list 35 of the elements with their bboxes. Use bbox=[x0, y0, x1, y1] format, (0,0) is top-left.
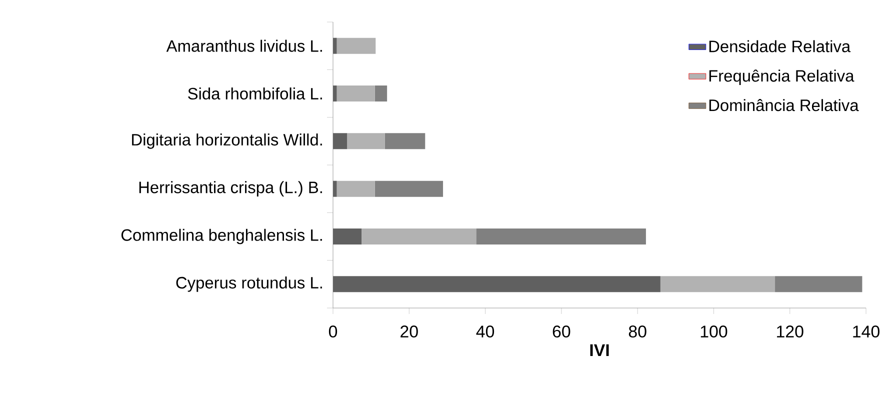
x-tick-label: 80 bbox=[628, 326, 646, 338]
y-tick-label: Sida rhombifolia L. bbox=[188, 87, 322, 100]
x-tick-label: 60 bbox=[552, 326, 570, 338]
bar bbox=[374, 180, 444, 197]
y-tick-label: Digitaria horizontalis Willd. bbox=[132, 134, 322, 149]
legend-label: Frequência Relativa bbox=[709, 70, 854, 85]
bar bbox=[333, 38, 337, 54]
x-tick-label: 0 bbox=[328, 326, 338, 338]
x-tick-label: 120 bbox=[777, 326, 804, 338]
x-tick-label: 140 bbox=[853, 326, 880, 338]
bar bbox=[333, 133, 348, 150]
y-tick-label: Cyperus rotundus L. bbox=[176, 276, 322, 292]
bar bbox=[333, 180, 337, 197]
bar bbox=[660, 276, 776, 292]
y-tick-label: Amaranthus lividus L. bbox=[166, 40, 322, 52]
bar bbox=[362, 228, 476, 245]
bar bbox=[476, 228, 646, 245]
bar bbox=[336, 180, 375, 197]
legend-label: Dominância Relativa bbox=[709, 99, 859, 112]
x-tick-label: 100 bbox=[700, 326, 728, 338]
y-tick-label: Commelina benghalensis L. bbox=[121, 228, 322, 244]
x-axis-title: IVI bbox=[590, 344, 609, 356]
bar bbox=[336, 38, 376, 54]
bar bbox=[336, 86, 375, 102]
y-tick-label: Herrissantia crispa (L.) B. bbox=[139, 181, 322, 196]
bar bbox=[333, 276, 660, 292]
bar bbox=[775, 276, 862, 292]
bar bbox=[384, 133, 426, 150]
bar bbox=[333, 228, 362, 245]
legend-label: Densidade Relativa bbox=[709, 40, 851, 52]
bar bbox=[374, 86, 388, 102]
x-tick-label: 40 bbox=[476, 326, 494, 338]
bar bbox=[347, 133, 385, 150]
x-tick-label: 20 bbox=[400, 326, 418, 338]
bar bbox=[333, 86, 337, 102]
